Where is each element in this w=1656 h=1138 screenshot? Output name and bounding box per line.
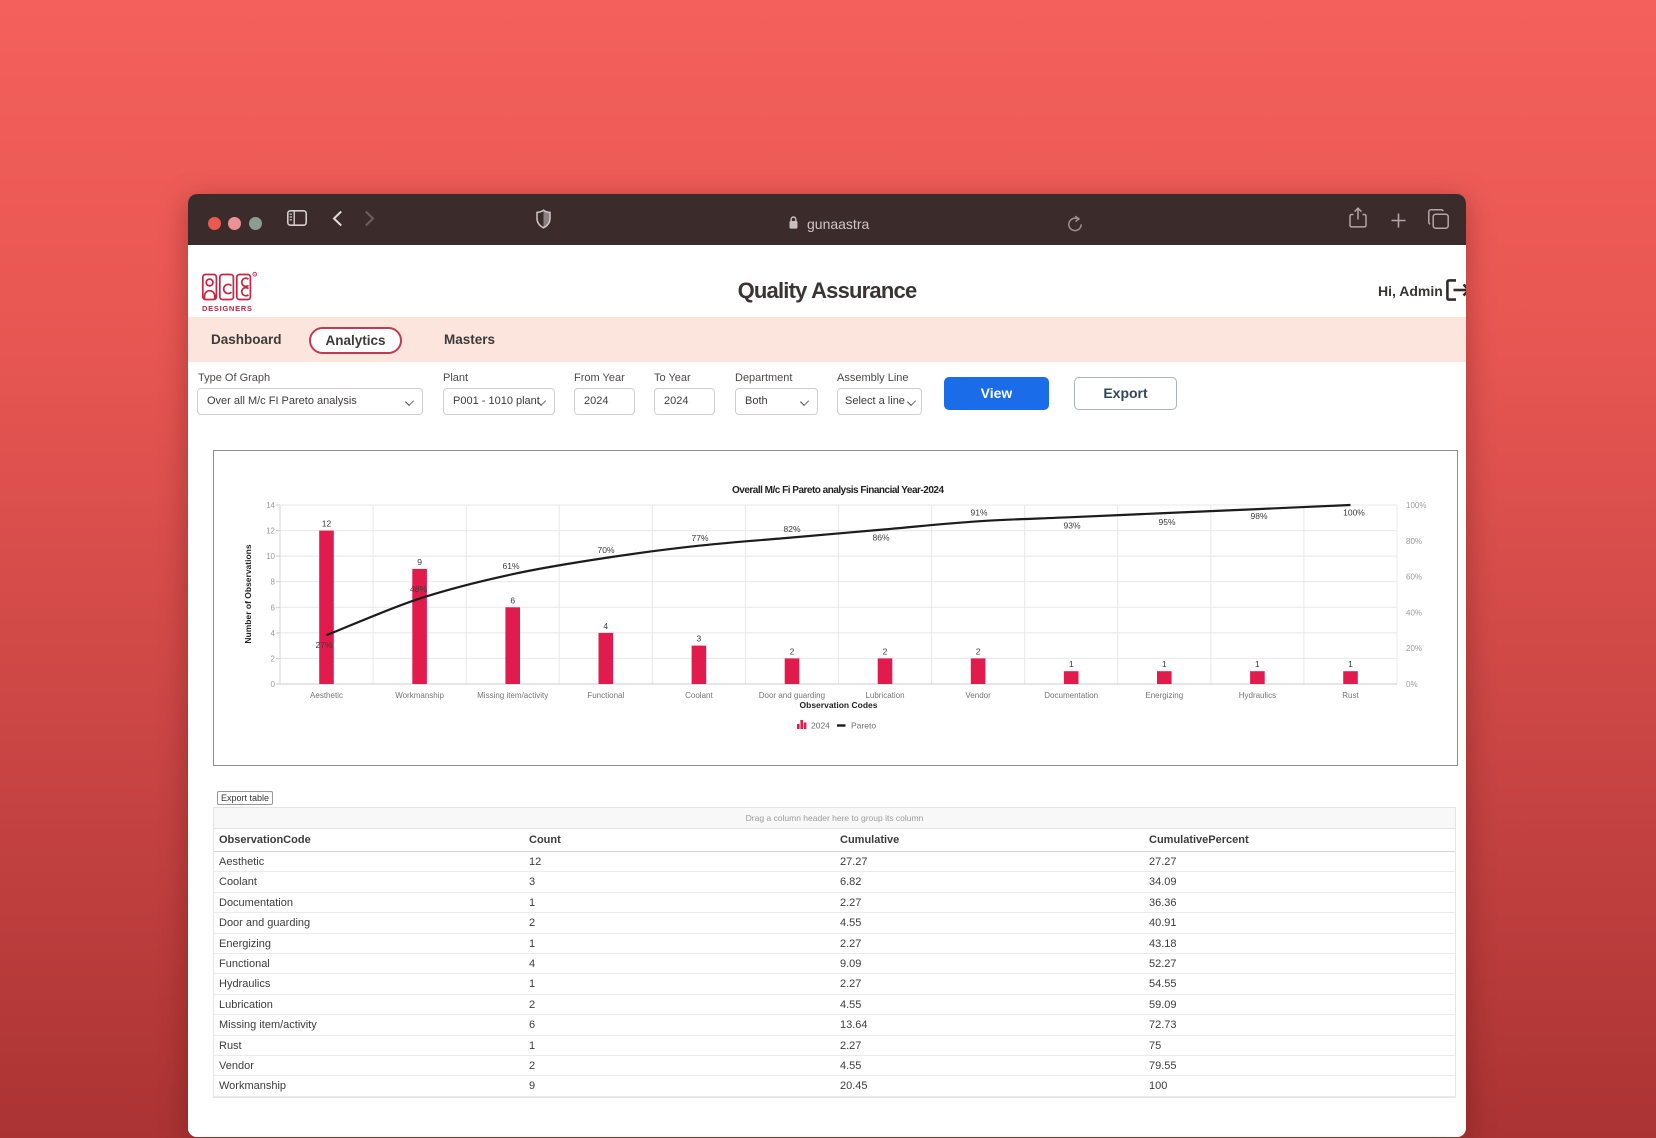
svg-text:Pareto: Pareto: [851, 721, 876, 731]
svg-text:0%: 0%: [1406, 680, 1418, 689]
svg-text:100%: 100%: [1406, 501, 1426, 510]
svg-text:Door and guarding: Door and guarding: [759, 691, 825, 700]
svg-text:Documentation: Documentation: [1044, 691, 1098, 700]
svg-text:40%: 40%: [1406, 608, 1422, 617]
svg-text:95%: 95%: [1158, 517, 1175, 527]
svg-text:3: 3: [697, 634, 702, 644]
svg-text:91%: 91%: [970, 508, 987, 518]
svg-text:14: 14: [266, 501, 275, 510]
svg-text:60%: 60%: [1406, 573, 1422, 582]
svg-text:70%: 70%: [597, 545, 614, 555]
svg-text:4: 4: [603, 621, 608, 631]
svg-text:Workmanship: Workmanship: [395, 691, 444, 700]
svg-text:61%: 61%: [502, 561, 519, 571]
svg-text:Energizing: Energizing: [1145, 691, 1183, 700]
svg-text:20%: 20%: [1406, 644, 1422, 653]
svg-text:1: 1: [1069, 659, 1074, 669]
svg-text:1: 1: [1255, 659, 1260, 669]
svg-text:2: 2: [790, 646, 795, 656]
svg-text:12: 12: [266, 527, 275, 536]
svg-text:Aesthetic: Aesthetic: [310, 691, 343, 700]
svg-text:2024: 2024: [811, 721, 830, 731]
svg-text:6: 6: [510, 595, 515, 605]
svg-text:98%: 98%: [1250, 511, 1267, 521]
svg-text:Rust: Rust: [1342, 691, 1359, 700]
svg-text:Lubrication: Lubrication: [865, 691, 904, 700]
svg-text:86%: 86%: [872, 533, 889, 543]
svg-text:2: 2: [271, 654, 276, 663]
svg-text:9: 9: [417, 557, 422, 567]
svg-text:R: R: [254, 272, 256, 276]
svg-text:Observation Codes: Observation Codes: [800, 700, 878, 710]
svg-text:6: 6: [271, 603, 276, 612]
svg-text:48%: 48%: [410, 584, 427, 594]
svg-text:77%: 77%: [691, 533, 708, 543]
svg-text:80%: 80%: [1406, 537, 1422, 546]
svg-text:Missing item/activity: Missing item/activity: [477, 691, 548, 700]
svg-text:Hydraulics: Hydraulics: [1239, 691, 1276, 700]
svg-text:10: 10: [266, 552, 275, 561]
svg-text:2: 2: [883, 646, 888, 656]
svg-text:27%: 27%: [315, 640, 332, 650]
svg-text:Number of Observations: Number of Observations: [243, 544, 253, 643]
svg-text:1: 1: [1348, 659, 1353, 669]
svg-text:1: 1: [1162, 659, 1167, 669]
svg-text:2: 2: [976, 646, 981, 656]
svg-text:DESIGNERS: DESIGNERS: [202, 304, 252, 313]
svg-text:Coolant: Coolant: [685, 691, 713, 700]
svg-text:12: 12: [322, 519, 332, 529]
svg-text:Overall M/c Fi Pareto analysis: Overall M/c Fi Pareto analysis Financial…: [732, 485, 944, 496]
svg-text:Vendor: Vendor: [965, 691, 991, 700]
svg-text:82%: 82%: [783, 524, 800, 534]
svg-text:100%: 100%: [1343, 508, 1365, 518]
svg-text:8: 8: [271, 578, 276, 587]
svg-text:4: 4: [271, 629, 276, 638]
svg-text:93%: 93%: [1063, 521, 1080, 531]
svg-text:0: 0: [271, 680, 276, 689]
svg-text:Functional: Functional: [587, 691, 624, 700]
